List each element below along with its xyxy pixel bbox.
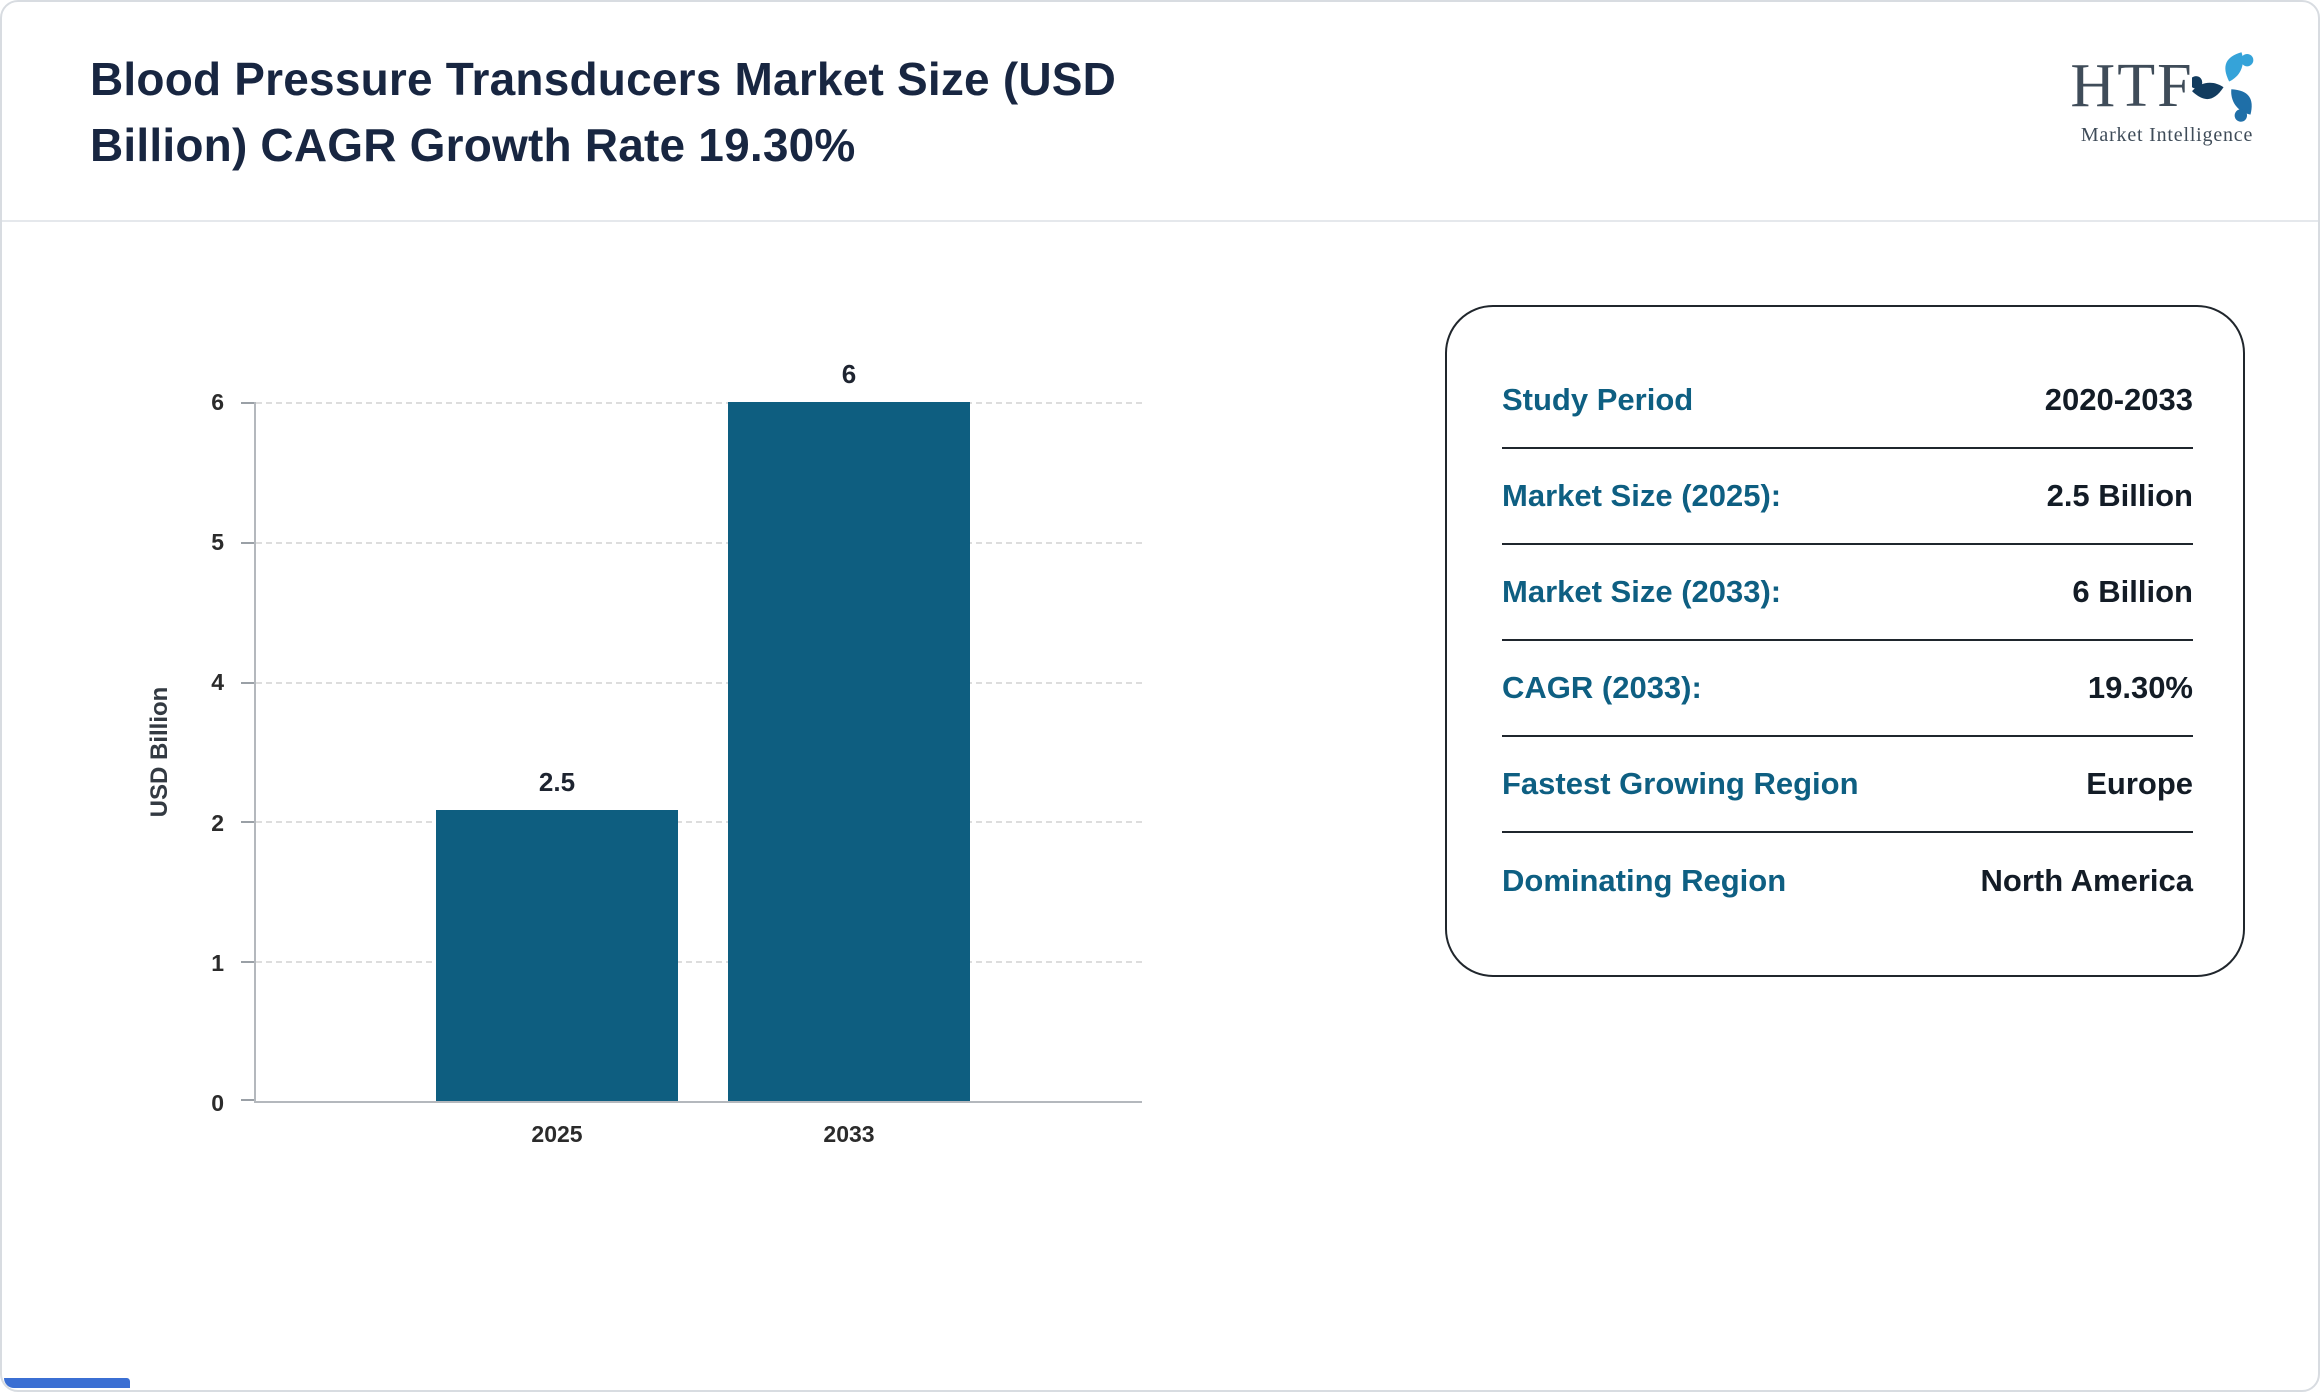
bar-value-label: 6: [841, 359, 857, 389]
summary-row-study-period: Study Period 2020-2033: [1502, 353, 2193, 449]
summary-value: 6 Billion: [2072, 574, 2193, 609]
bar-value-label: 2.5: [538, 766, 576, 797]
y-tick-label: 4: [211, 669, 224, 696]
summary-card: Study Period 2020-2033 Market Size (2025…: [1445, 305, 2245, 977]
header-divider: [2, 220, 2318, 222]
summary-label: Market Size (2025):: [1502, 478, 1782, 513]
x-tick-label: 2033: [823, 1121, 875, 1147]
gridline: [241, 681, 1142, 684]
footer-accent-bar: [4, 1378, 130, 1388]
y-axis-tick-mark: [241, 1099, 254, 1101]
y-axis-tick-mark: [241, 681, 254, 684]
summary-value: North America: [1980, 863, 2193, 898]
y-tick-label: 2: [211, 809, 224, 836]
summary-value: Europe: [2086, 766, 2193, 801]
y-axis-tick-mark: [241, 402, 254, 404]
summary-label: CAGR (2033):: [1502, 670, 1702, 705]
y-tick-label: 5: [211, 529, 224, 556]
y-tick-label: 6: [211, 389, 224, 415]
y-axis-tick-mark: [241, 821, 254, 824]
summary-row-fastest-growing-region: Fastest Growing Region Europe: [1502, 737, 2193, 833]
htf-logo-subtitle: Market Intelligence: [2080, 124, 2254, 146]
y-tick-label: 0: [211, 1090, 224, 1116]
x-tick-label: 2025: [531, 1121, 583, 1147]
y-axis-tick-labels: 6 5 4 2 1 0: [152, 389, 238, 1116]
y-axis-tick-mark: [241, 541, 254, 544]
htf-logo: HTF Market Intelligence: [2032, 50, 2302, 147]
gridline: [241, 541, 1142, 544]
gridline: [241, 961, 1142, 964]
y-tick-label: 1: [211, 949, 224, 976]
summary-value: 19.30%: [2087, 670, 2193, 705]
plot-area: 2.5 6 2025 2033: [241, 359, 1142, 1147]
summary-row-dominating-region: Dominating Region North America: [1502, 833, 2193, 929]
htf-logo-text: HTF: [2070, 51, 2194, 120]
summary-value: 2.5 Billion: [2046, 478, 2193, 513]
htf-swirl-icon: [2191, 52, 2253, 122]
summary-label: Dominating Region: [1502, 863, 1787, 898]
bar-2025: 2.5: [436, 767, 678, 1101]
summary-row-cagr: CAGR (2033): 19.30%: [1502, 641, 2193, 737]
bar-rect: [728, 402, 970, 1101]
summary-label: Study Period: [1502, 382, 1694, 417]
summary-row-market-size-2025: Market Size (2025): 2.5 Billion: [1502, 449, 2193, 545]
summary-label: Fastest Growing Region: [1502, 766, 1859, 801]
y-axis-tick-mark: [241, 961, 254, 964]
gridline: [241, 402, 1142, 404]
page-title-line2: Billion) CAGR Growth Rate 19.30%: [90, 119, 856, 171]
htf-logo-top: HTF: [2032, 50, 2302, 122]
summary-value: 2020-2033: [2044, 382, 2193, 417]
summary-label: Market Size (2033):: [1502, 574, 1782, 609]
page-title: Blood Pressure Transducers Market Size (…: [90, 46, 1116, 178]
bar-2033: 6: [728, 359, 970, 1101]
gridline: [241, 821, 1142, 824]
summary-row-market-size-2033: Market Size (2033): 6 Billion: [1502, 545, 2193, 641]
page-title-line1: Blood Pressure Transducers Market Size (…: [90, 53, 1117, 105]
bar-rect: [436, 809, 678, 1101]
